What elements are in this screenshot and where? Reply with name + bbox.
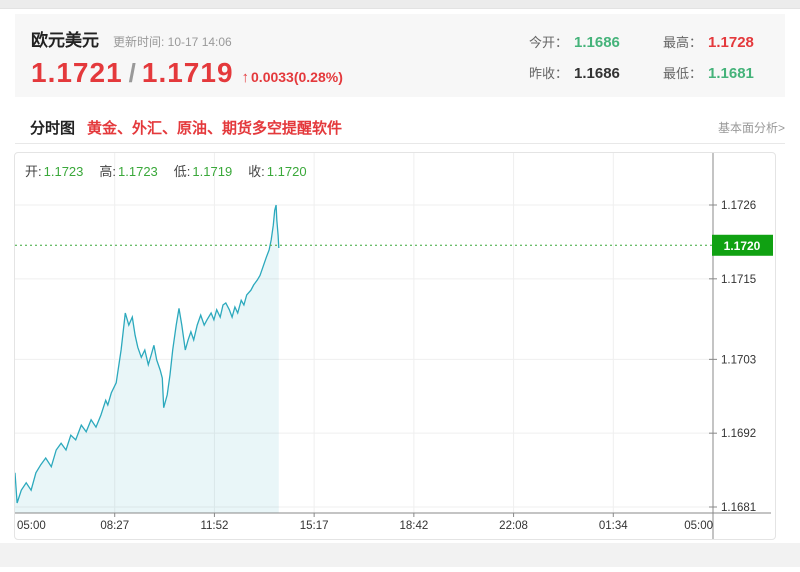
svg-text:08:27: 08:27 bbox=[100, 520, 129, 532]
quote-stats: 今开： 1.1686 最高： 1.1728 昨收： 1.1686 最低： 1.1… bbox=[529, 26, 763, 87]
svg-text:1.1681: 1.1681 bbox=[721, 502, 756, 514]
update-time: 更新时间: 10-17 14:06 bbox=[113, 35, 232, 49]
svg-text:01:34: 01:34 bbox=[599, 520, 628, 532]
svg-text:1.1720: 1.1720 bbox=[724, 239, 761, 253]
svg-text:05:00: 05:00 bbox=[684, 520, 713, 532]
legend-close: 收: 1.1720 bbox=[248, 164, 307, 179]
top-strip bbox=[0, 0, 800, 9]
svg-text:18:42: 18:42 bbox=[399, 520, 428, 532]
stat-high: 最高： 1.1728 bbox=[663, 33, 754, 51]
svg-text:1.1715: 1.1715 bbox=[721, 274, 756, 286]
svg-text:11:52: 11:52 bbox=[200, 520, 228, 532]
stat-prev-close: 昨收： 1.1686 bbox=[529, 64, 620, 82]
fundamental-analysis-link[interactable]: 基本面分析> bbox=[717, 120, 785, 135]
chart-widget: 开: 1.1723 高: 1.1723 低: 1.1719 收: 1.1720 1.17… bbox=[14, 152, 776, 540]
price-slash: / bbox=[128, 58, 136, 88]
svg-text:1.1703: 1.1703 bbox=[721, 354, 756, 366]
svg-text:1.1726: 1.1726 bbox=[721, 200, 756, 212]
svg-text:15:17: 15:17 bbox=[300, 520, 329, 532]
ask-price: 1.1719 bbox=[141, 57, 234, 88]
chart-ohlc-legend: 开: 1.1723 高: 1.1723 低: 1.1719 收: 1.1720 bbox=[25, 161, 307, 180]
pair-title: 欧元美元 bbox=[31, 31, 99, 50]
below-fold-area bbox=[0, 543, 800, 567]
legend-low: 低: 1.1719 bbox=[173, 164, 233, 179]
stat-low: 最低： 1.1681 bbox=[663, 64, 754, 82]
quote-left: 欧元美元 更新时间: 10-17 14:06 1.1721 / 1.1719 ↑… bbox=[31, 26, 343, 88]
svg-text:22:08: 22:08 bbox=[499, 520, 528, 532]
up-arrow-icon: ↑ bbox=[241, 69, 250, 86]
intraday-chart[interactable]: 1.1726 1.1715 1.1703 1.1692 1.1681 05:00 08:27… bbox=[15, 153, 775, 539]
ad-link[interactable]: 黄金、外汇、原油、期货多空提醒软件 bbox=[87, 119, 343, 137]
quote-card: 欧元美元 更新时间: 10-17 14:06 1.1721 / 1.1719 ↑… bbox=[15, 14, 785, 97]
stat-open: 今开： 1.1686 bbox=[529, 33, 620, 51]
bid-price: 1.1721 bbox=[31, 57, 123, 88]
svg-text:1.1692: 1.1692 bbox=[721, 428, 756, 440]
tab-bar: 分时图 黄金、外汇、原油、期货多空提醒软件 基本面分析> bbox=[15, 111, 785, 144]
legend-high: 高: 1.1723 bbox=[99, 164, 158, 179]
tab-intraday[interactable]: 分时图 bbox=[30, 119, 76, 137]
svg-text:05:00: 05:00 bbox=[17, 520, 46, 532]
price-change: 0.0033(0.28%) bbox=[251, 69, 343, 85]
legend-open: 开: 1.1723 bbox=[25, 164, 84, 179]
